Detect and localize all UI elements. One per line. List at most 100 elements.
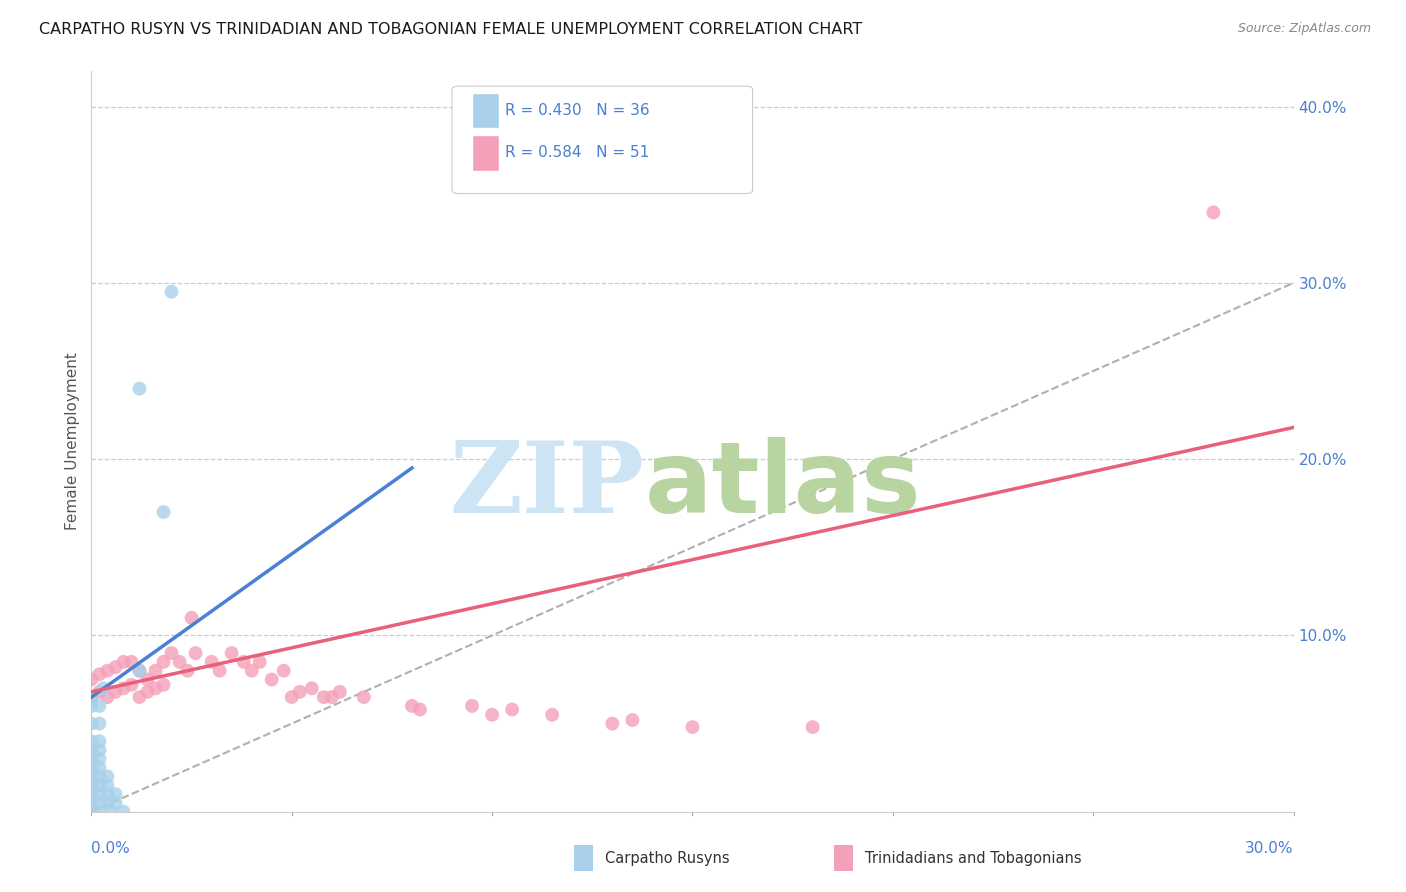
Text: Trinidadians and Tobagonians: Trinidadians and Tobagonians <box>865 851 1081 865</box>
Point <box>281 690 304 705</box>
Point <box>96 796 118 810</box>
Text: 0.0%: 0.0% <box>91 841 131 856</box>
Point <box>80 769 103 783</box>
Point <box>80 743 103 757</box>
Point <box>112 655 135 669</box>
Point <box>80 716 103 731</box>
Point <box>89 787 111 801</box>
Point <box>89 716 111 731</box>
Point <box>145 664 167 678</box>
Point <box>96 778 118 792</box>
Point <box>128 690 150 705</box>
Point <box>602 716 624 731</box>
Point <box>93 681 115 696</box>
Point <box>180 611 202 625</box>
Point <box>96 769 118 783</box>
Point <box>121 655 143 669</box>
Point <box>89 769 111 783</box>
Point <box>541 707 564 722</box>
Point <box>104 796 127 810</box>
Point <box>80 698 103 713</box>
Point <box>80 690 103 705</box>
Text: atlas: atlas <box>644 437 921 534</box>
Point <box>80 761 103 775</box>
Point <box>80 805 103 819</box>
Point <box>80 787 103 801</box>
Text: R = 0.584   N = 51: R = 0.584 N = 51 <box>505 145 650 161</box>
Text: R = 0.430   N = 36: R = 0.430 N = 36 <box>505 103 650 118</box>
Point <box>89 778 111 792</box>
Point <box>104 660 127 674</box>
Point <box>121 678 143 692</box>
Point <box>329 685 352 699</box>
Text: CARPATHO RUSYN VS TRINIDADIAN AND TOBAGONIAN FEMALE UNEMPLOYMENT CORRELATION CHA: CARPATHO RUSYN VS TRINIDADIAN AND TOBAGO… <box>39 22 863 37</box>
Point <box>104 787 127 801</box>
Point <box>461 698 484 713</box>
Y-axis label: Female Unemployment: Female Unemployment <box>65 352 80 531</box>
Point <box>321 690 343 705</box>
FancyBboxPatch shape <box>451 87 752 194</box>
Point <box>100 805 122 819</box>
Point <box>481 707 503 722</box>
Point <box>89 667 111 681</box>
Point <box>232 655 254 669</box>
Point <box>128 382 150 396</box>
Point <box>104 685 127 699</box>
Point <box>288 685 311 699</box>
Point <box>240 664 263 678</box>
Point <box>89 698 111 713</box>
Point <box>260 673 283 687</box>
Point <box>80 734 103 748</box>
Point <box>112 681 135 696</box>
Text: ZIP: ZIP <box>450 437 644 534</box>
Point <box>89 796 111 810</box>
Point <box>89 805 111 819</box>
Point <box>801 720 824 734</box>
FancyBboxPatch shape <box>472 135 499 170</box>
Point <box>89 761 111 775</box>
Point <box>301 681 323 696</box>
Point <box>89 743 111 757</box>
Point <box>112 805 135 819</box>
Point <box>145 681 167 696</box>
Point <box>621 713 644 727</box>
Point <box>169 655 191 669</box>
Point <box>176 664 198 678</box>
Point <box>96 787 118 801</box>
Point <box>80 796 103 810</box>
Point <box>312 690 335 705</box>
Point <box>96 664 118 678</box>
Point <box>501 702 523 716</box>
Point <box>160 285 183 299</box>
Text: Source: ZipAtlas.com: Source: ZipAtlas.com <box>1237 22 1371 36</box>
Point <box>401 698 423 713</box>
Point <box>152 655 174 669</box>
Point <box>409 702 432 716</box>
Point <box>249 655 271 669</box>
Point <box>80 752 103 766</box>
Text: 30.0%: 30.0% <box>1246 841 1294 856</box>
Point <box>160 646 183 660</box>
Point <box>80 778 103 792</box>
Point <box>89 752 111 766</box>
Point <box>208 664 231 678</box>
Point <box>89 685 111 699</box>
Point <box>128 664 150 678</box>
Point <box>96 690 118 705</box>
Point <box>136 685 159 699</box>
Point <box>80 673 103 687</box>
Point <box>184 646 207 660</box>
Point <box>136 673 159 687</box>
FancyBboxPatch shape <box>472 93 499 128</box>
Point <box>1202 205 1225 219</box>
Point <box>128 664 150 678</box>
Point <box>80 690 103 705</box>
Point <box>89 734 111 748</box>
Point <box>152 678 174 692</box>
Point <box>681 720 703 734</box>
Point <box>152 505 174 519</box>
Point <box>201 655 224 669</box>
Point <box>221 646 243 660</box>
Point <box>353 690 375 705</box>
Text: Carpatho Rusyns: Carpatho Rusyns <box>605 851 730 865</box>
